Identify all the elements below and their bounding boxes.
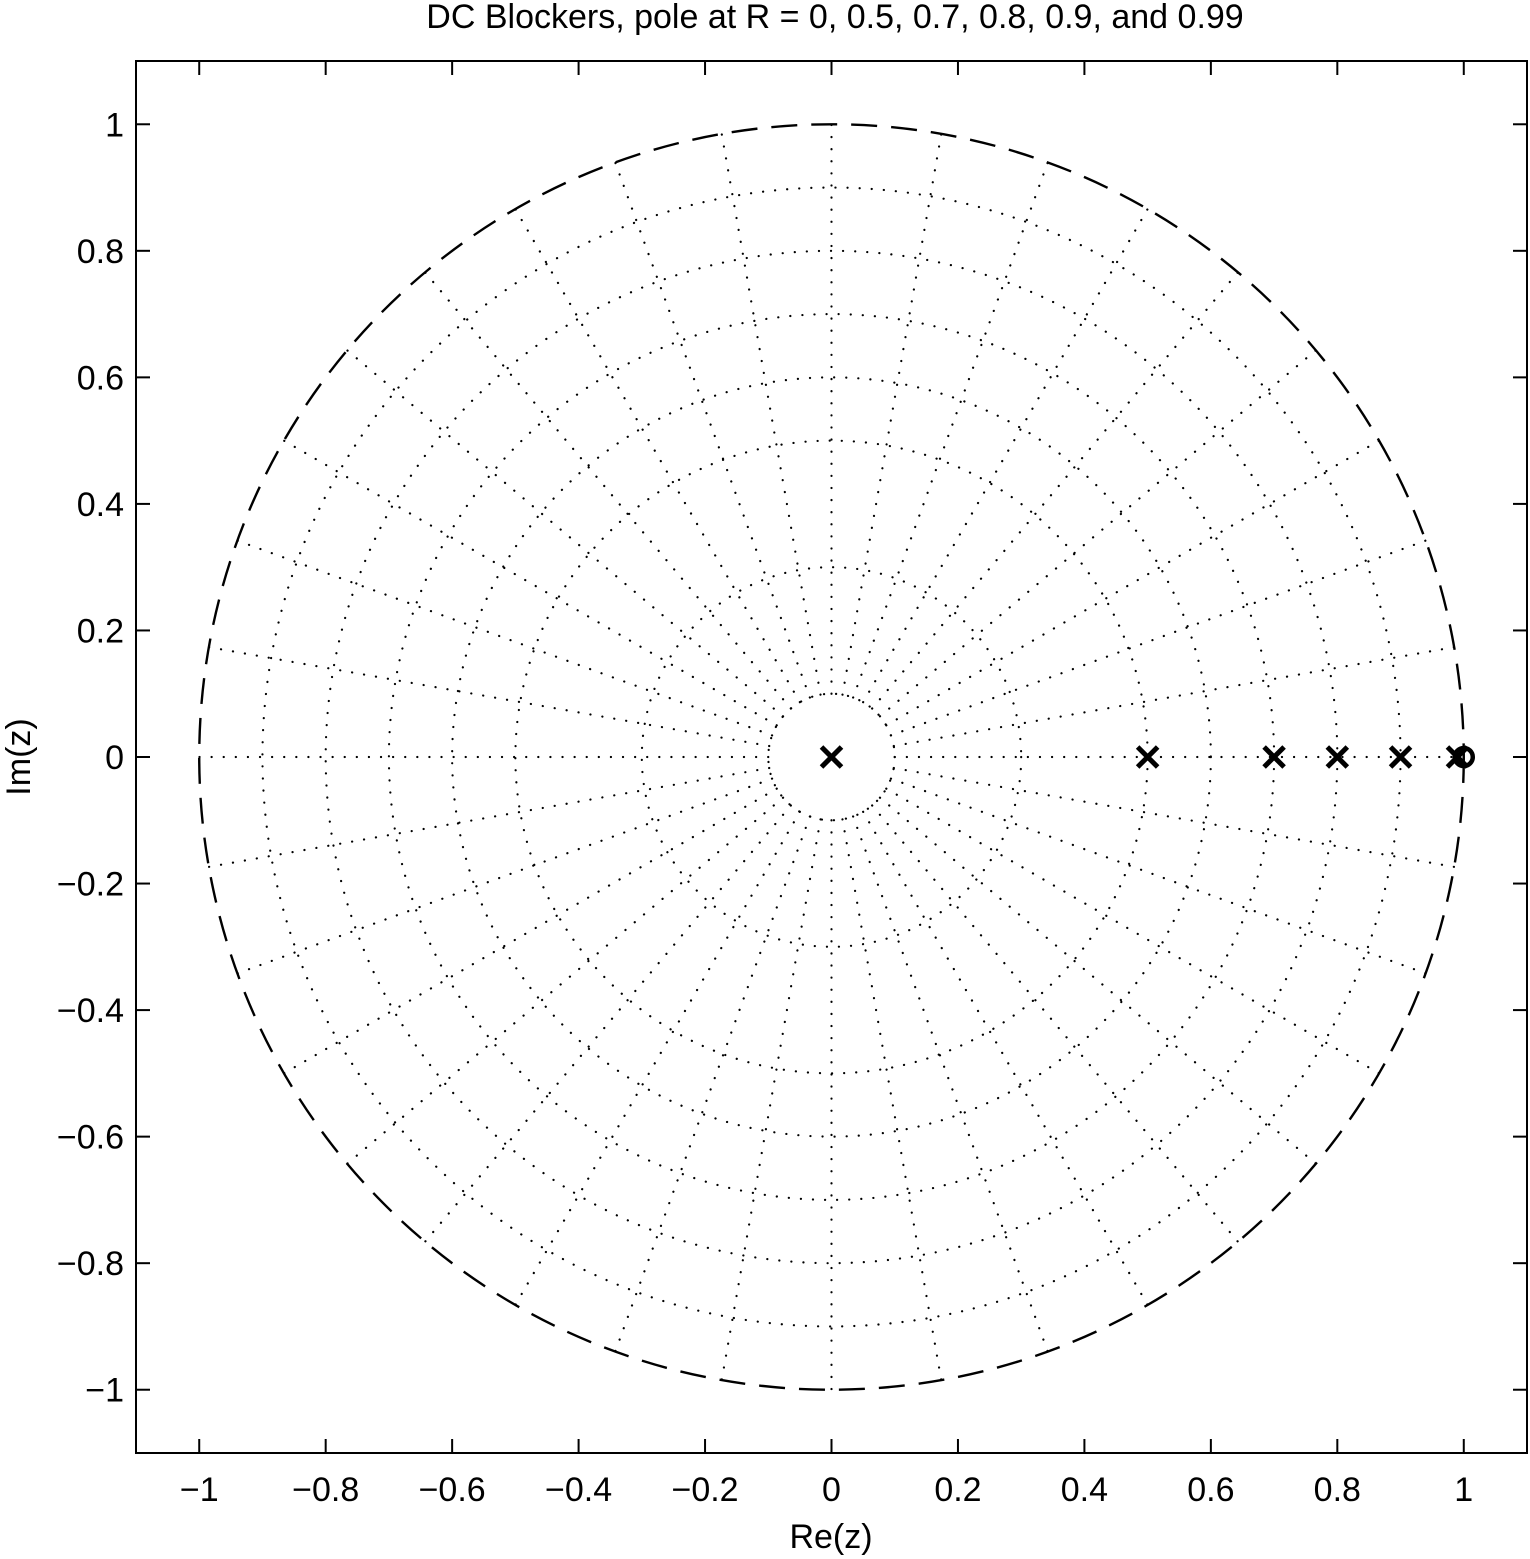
axis-ticks xyxy=(136,61,1527,1453)
y-tick-label: −0.8 xyxy=(57,1245,124,1283)
y-tick-label: 0.8 xyxy=(77,233,124,271)
y-tick-label: 0 xyxy=(105,739,124,777)
y-tick-label: −1 xyxy=(85,1372,124,1410)
x-tick-label: 1 xyxy=(1454,1471,1473,1509)
y-tick-label: 0.4 xyxy=(77,486,124,524)
x-tick-label: −0.6 xyxy=(419,1471,486,1509)
x-tick-label: 0.2 xyxy=(934,1471,981,1509)
chart-title: DC Blockers, pole at R = 0, 0.5, 0.7, 0.… xyxy=(426,0,1243,36)
x-tick-label: −1 xyxy=(180,1471,219,1509)
y-tick-label: −0.2 xyxy=(57,866,124,904)
grid-circle xyxy=(640,566,1023,948)
pole-zero-markers xyxy=(819,745,1476,769)
x-axis-label: Re(z) xyxy=(789,1518,872,1556)
pole-marker xyxy=(1135,745,1160,769)
x-tick-label: 0.6 xyxy=(1187,1471,1234,1509)
zero-marker xyxy=(1452,745,1476,769)
y-tick-label: 0.2 xyxy=(77,612,124,650)
x-tick-label: 0.8 xyxy=(1314,1471,1361,1509)
pole-marker xyxy=(1388,745,1413,769)
x-tick-label: 0.4 xyxy=(1061,1471,1108,1509)
y-tick-label: −0.4 xyxy=(57,992,124,1030)
x-tick-label: −0.8 xyxy=(292,1471,359,1509)
pole-marker xyxy=(1325,745,1350,769)
pole-marker xyxy=(1262,745,1286,769)
grid-circle xyxy=(451,376,1212,1138)
y-axis-label: Im(z) xyxy=(0,718,38,795)
y-tick-labels: 1 0.8 0.6 0.4 0.2 0 −0.2 −0.4 −0.6 −0.8 −1 xyxy=(57,106,124,1409)
x-tick-label: −0.2 xyxy=(671,1471,738,1509)
y-tick-label: −0.6 xyxy=(57,1119,124,1157)
unit-circle-layer xyxy=(198,123,1465,1391)
x-tick-labels: −1 −0.8 −0.6 −0.4 −0.2 0 0.2 0.4 0.6 0.8 1 xyxy=(180,1471,1473,1509)
y-tick-label: 1 xyxy=(105,106,124,144)
unit-circle xyxy=(198,123,1465,1391)
pole-marker xyxy=(1445,745,1470,769)
x-tick-label: −0.4 xyxy=(545,1471,612,1509)
x-tick-label: 0 xyxy=(822,1471,841,1509)
y-tick-label: 0.6 xyxy=(77,359,124,397)
pole-marker xyxy=(819,745,844,769)
